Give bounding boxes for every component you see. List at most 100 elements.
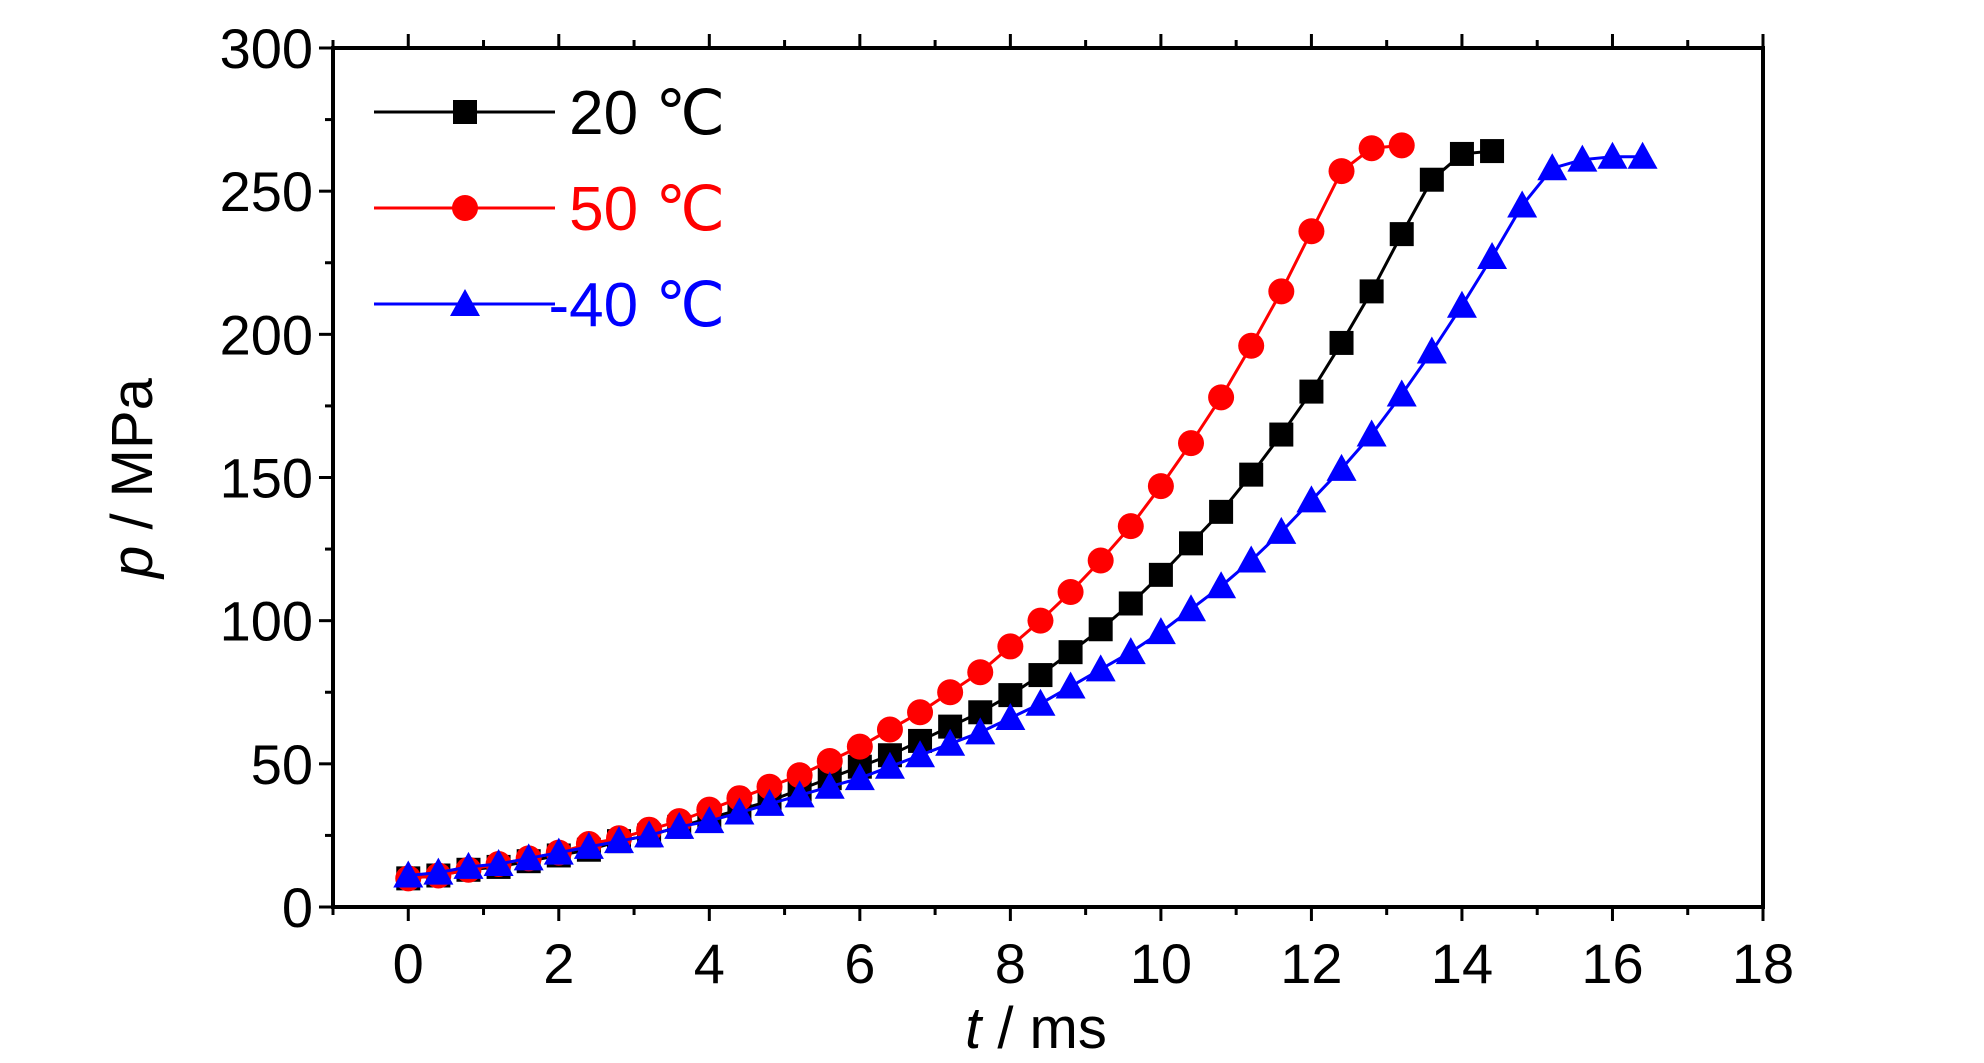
data-point — [1028, 663, 1053, 688]
data-point — [995, 703, 1026, 731]
data-point — [907, 699, 934, 726]
legend: 20 ℃ 50 ℃ -40 ℃ — [374, 79, 725, 340]
legend-item: 20 ℃ — [374, 79, 725, 148]
data-point — [664, 811, 695, 839]
series-circle — [395, 132, 1415, 892]
data-point — [1388, 132, 1415, 159]
data-point — [1268, 278, 1295, 305]
series-layer — [393, 132, 1658, 892]
data-point — [423, 857, 454, 885]
data-point — [1449, 141, 1474, 166]
y-tick-label: 0 — [282, 876, 313, 939]
data-point — [483, 849, 514, 877]
data-point — [756, 773, 783, 800]
x-tick-label: 0 — [393, 932, 424, 995]
data-point — [965, 717, 996, 745]
x-axis-title: t / ms — [965, 996, 1107, 1061]
data-point — [1299, 379, 1324, 404]
data-point — [1296, 485, 1327, 513]
y-tick-label: 250 — [220, 160, 313, 223]
data-point — [846, 733, 873, 760]
legend-item: -40 ℃ — [374, 271, 725, 340]
y-tick-label: 300 — [220, 17, 313, 80]
data-point — [1627, 141, 1658, 169]
data-point — [754, 788, 785, 816]
data-point — [1055, 671, 1086, 699]
data-point — [1027, 607, 1054, 634]
y-tick-label: 50 — [251, 733, 313, 796]
data-point — [1178, 430, 1204, 457]
data-point — [1386, 379, 1417, 407]
series-line — [408, 143, 1402, 880]
data-point — [1597, 141, 1628, 169]
data-point — [786, 762, 813, 789]
data-point — [1269, 422, 1294, 447]
data-point — [1389, 222, 1414, 247]
x-tick-label: 6 — [844, 932, 875, 995]
data-point — [1359, 279, 1384, 304]
data-point — [1329, 330, 1354, 355]
y-tick-label: 100 — [220, 590, 313, 653]
data-point — [1145, 617, 1176, 645]
data-point — [1480, 139, 1505, 164]
data-point — [513, 843, 544, 871]
data-point — [1236, 545, 1267, 573]
legend-marker — [453, 100, 477, 124]
series-square — [396, 139, 1505, 891]
x-tick-label: 12 — [1280, 932, 1342, 995]
data-point — [634, 820, 665, 848]
data-point — [997, 633, 1024, 660]
data-point — [1058, 640, 1083, 665]
data-point — [1298, 218, 1325, 245]
data-point — [1206, 571, 1237, 599]
y-tick-label: 150 — [220, 447, 313, 510]
legend-marker — [452, 195, 478, 221]
x-tick-label: 14 — [1431, 932, 1493, 995]
data-point — [1057, 579, 1084, 606]
data-point — [1239, 462, 1264, 487]
data-point — [814, 771, 845, 799]
data-point — [1537, 153, 1568, 181]
data-point — [905, 740, 936, 768]
series-line — [408, 149, 1493, 880]
data-point — [1507, 190, 1538, 218]
data-point — [1266, 516, 1297, 544]
data-point — [1085, 654, 1116, 682]
data-point — [1446, 290, 1477, 318]
y-axis-unit: / MPa — [100, 377, 165, 545]
data-point — [694, 806, 725, 834]
y-tick-label: 200 — [220, 303, 313, 366]
data-point — [874, 751, 905, 779]
data-point — [1358, 135, 1385, 162]
data-point — [1209, 499, 1234, 524]
data-point — [1238, 332, 1265, 359]
data-point — [604, 826, 634, 854]
data-point — [1328, 158, 1355, 185]
data-point — [876, 716, 903, 743]
data-point — [816, 747, 843, 774]
data-point — [453, 851, 484, 879]
data-point — [1208, 384, 1235, 411]
legend-label: -40 ℃ — [549, 271, 725, 340]
data-point — [1118, 591, 1143, 616]
legend-label: 50 ℃ — [569, 175, 725, 244]
series-line — [408, 155, 1643, 877]
legend-label: 20 ℃ — [569, 79, 725, 148]
data-point — [1477, 242, 1508, 270]
x-tick-label: 2 — [543, 932, 574, 995]
y-axis-title: p / MPa — [100, 377, 165, 580]
data-point — [1115, 637, 1146, 665]
x-tick-label: 16 — [1581, 932, 1643, 995]
data-point — [1567, 144, 1598, 172]
data-point — [935, 728, 966, 756]
x-axis-unit: / ms — [981, 996, 1107, 1061]
data-point — [1147, 473, 1174, 500]
data-point — [1088, 617, 1113, 642]
data-point — [543, 837, 574, 865]
series-triangle — [393, 141, 1658, 888]
data-point — [1176, 594, 1206, 622]
data-point — [1326, 453, 1357, 481]
data-point — [1179, 531, 1203, 556]
data-point — [1419, 167, 1444, 192]
